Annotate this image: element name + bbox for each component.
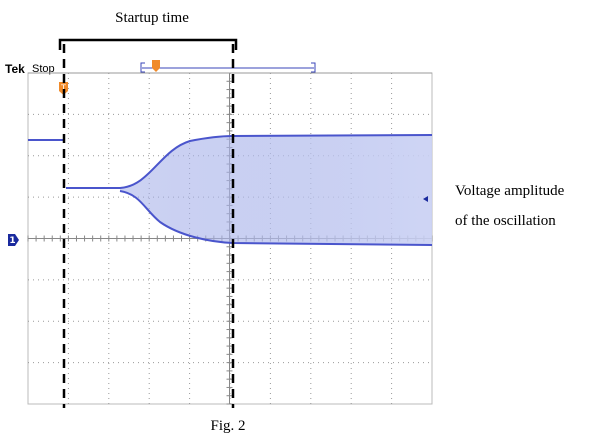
- scope-brand: Tek: [5, 62, 25, 76]
- waveform: [28, 134, 433, 246]
- channel-marker: [8, 234, 19, 246]
- trigger-label: T: [60, 84, 66, 93]
- amplitude-label: Voltage amplitude: [455, 183, 565, 199]
- level-marker: [423, 196, 428, 202]
- position-marker: [152, 60, 160, 72]
- startup-bracket: [58, 38, 238, 50]
- record-bar: [140, 62, 316, 73]
- startup-markers: [62, 44, 235, 408]
- caption: Fig. 2: [210, 418, 245, 434]
- scope-status: Stop: [32, 63, 55, 75]
- amplitude-label: of the oscillation: [455, 213, 556, 229]
- oscillation-envelope: [120, 135, 432, 245]
- channel-label: 1: [9, 236, 15, 246]
- startup-label: Startup time: [115, 10, 189, 26]
- trigger-marker: [59, 82, 68, 95]
